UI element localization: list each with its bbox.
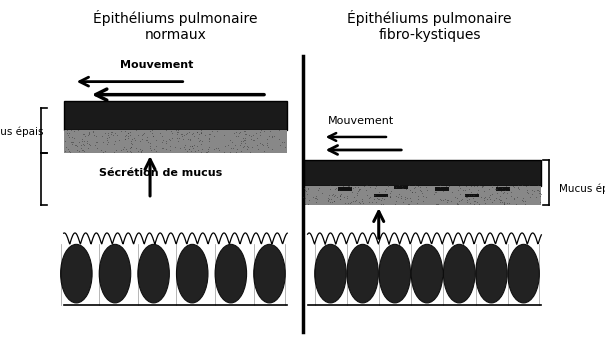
Ellipse shape xyxy=(508,244,539,303)
Ellipse shape xyxy=(253,244,285,303)
Bar xyxy=(338,187,352,191)
Ellipse shape xyxy=(60,244,92,303)
Bar xyxy=(64,101,287,131)
Text: Épithéliums pulmonaire
normaux: Épithéliums pulmonaire normaux xyxy=(93,10,258,42)
Text: Sécrétion de mucus: Sécrétion de mucus xyxy=(99,168,223,178)
Text: Épithéliums pulmonaire
fibro-kystiques: Épithéliums pulmonaire fibro-kystiques xyxy=(347,10,512,42)
Ellipse shape xyxy=(443,244,475,303)
Ellipse shape xyxy=(411,244,443,303)
Bar xyxy=(495,187,510,191)
Bar xyxy=(302,186,541,205)
Text: Mucus épais: Mucus épais xyxy=(0,127,44,137)
Text: Mucus épais: Mucus épais xyxy=(559,184,605,194)
Text: Mouvement: Mouvement xyxy=(120,60,193,71)
Ellipse shape xyxy=(215,244,247,303)
Ellipse shape xyxy=(177,244,208,303)
Bar xyxy=(394,186,408,189)
Bar xyxy=(465,194,479,197)
Bar xyxy=(434,187,449,191)
Ellipse shape xyxy=(99,244,131,303)
Ellipse shape xyxy=(476,244,507,303)
Bar xyxy=(374,194,388,197)
Bar xyxy=(302,160,541,186)
Bar xyxy=(64,131,287,153)
Ellipse shape xyxy=(138,244,169,303)
Ellipse shape xyxy=(315,244,346,303)
Ellipse shape xyxy=(347,244,378,303)
Text: Mouvement: Mouvement xyxy=(328,116,394,126)
Ellipse shape xyxy=(379,244,411,303)
